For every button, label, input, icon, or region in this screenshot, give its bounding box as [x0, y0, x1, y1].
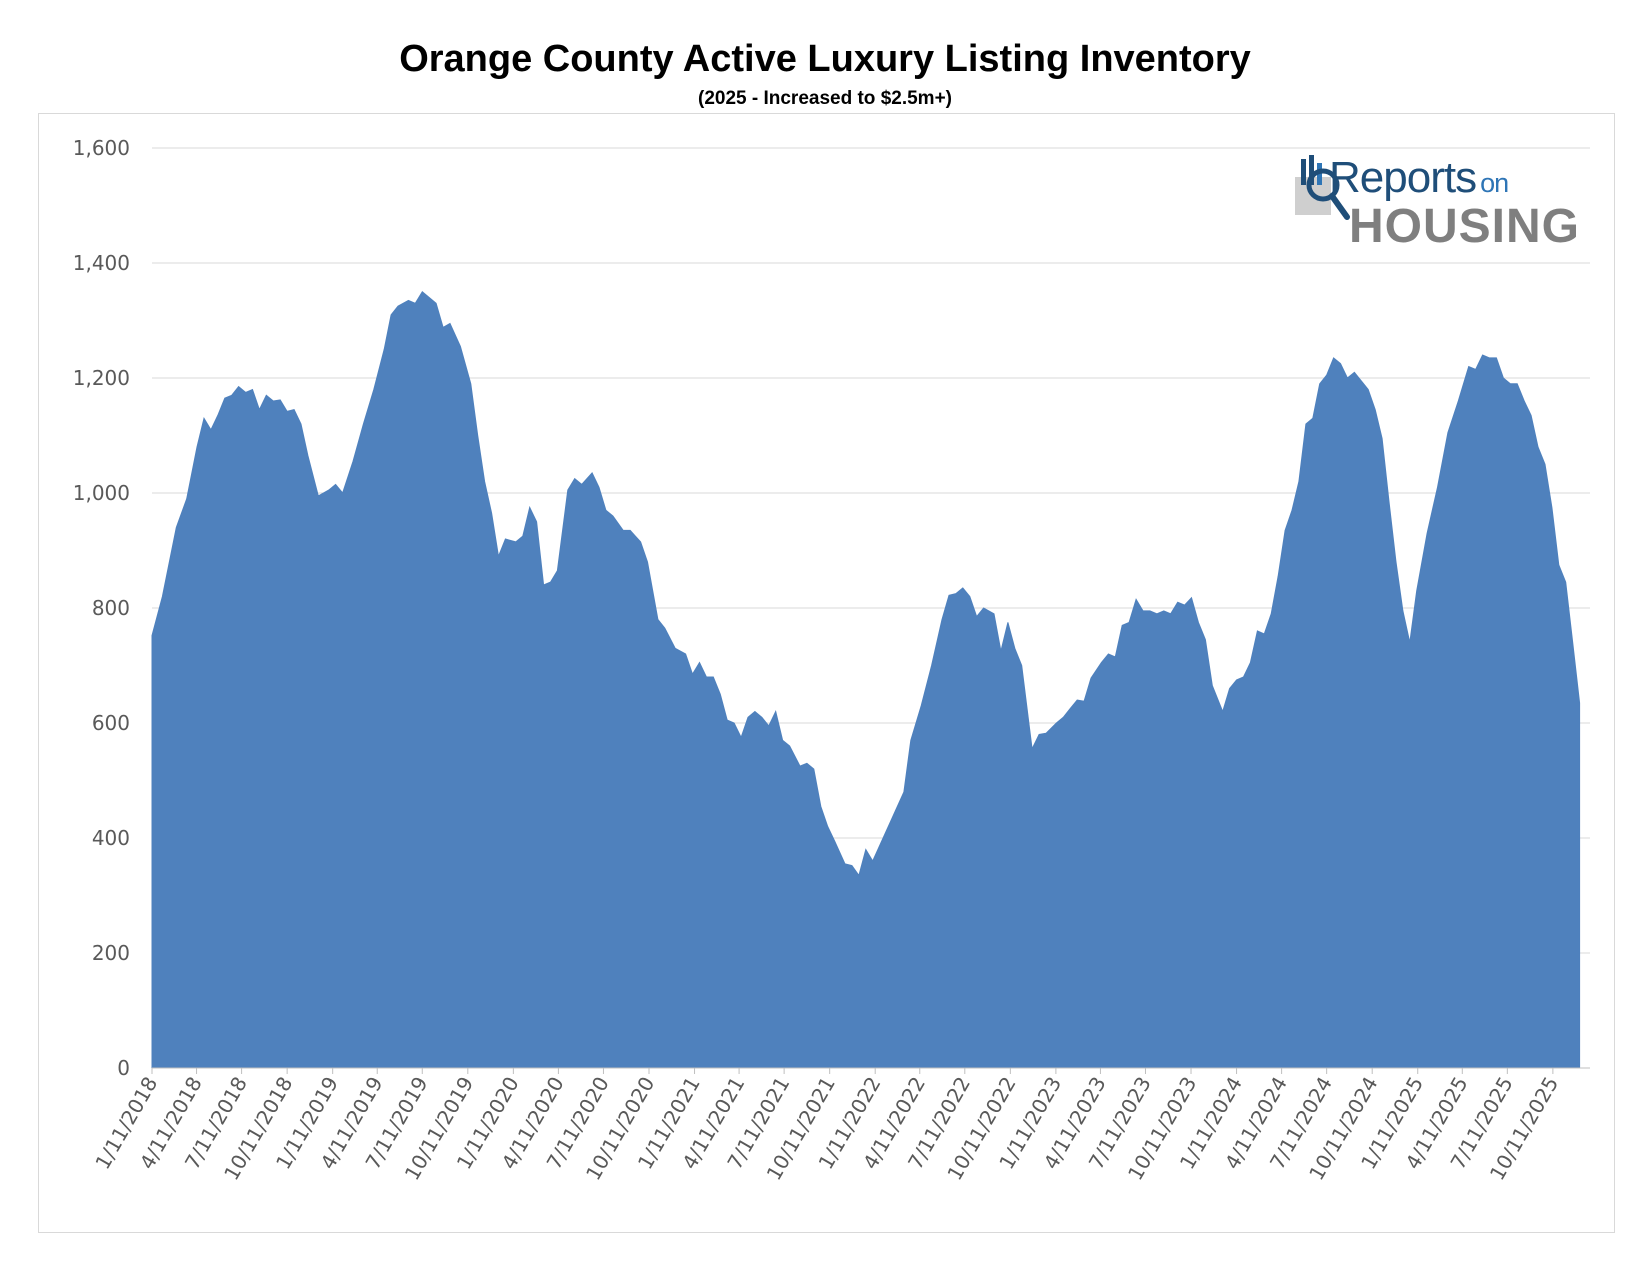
- y-tick-label: 1,200: [73, 366, 130, 390]
- reports-on-housing-logo: Reports on HOUSING: [1295, 153, 1579, 253]
- chart-subtitle: (2025 - Increased to $2.5m+): [698, 88, 952, 109]
- y-axis-tick-labels: 0 200 400 600 800 1,000 1,200 1,400 1,600: [73, 136, 130, 1080]
- chart-frame: [38, 113, 1615, 1233]
- y-tick-label: 1,000: [73, 481, 130, 505]
- x-axis: [151, 1067, 1590, 1074]
- area-series: [151, 291, 1581, 1069]
- y-tick-label: 600: [92, 711, 130, 735]
- y-tick-label: 400: [92, 826, 130, 850]
- magnifier-icon: [1295, 155, 1350, 220]
- chart-title: Orange County Active Luxury Listing Inve…: [399, 38, 1251, 80]
- y-tick-label: 0: [117, 1056, 130, 1080]
- logo-reports-text: Reports on: [1329, 153, 1509, 202]
- y-tick-label: 200: [92, 941, 130, 965]
- y-tick-label: 800: [92, 596, 130, 620]
- logo-housing-text: HOUSING: [1349, 200, 1581, 253]
- y-tick-label: 1,600: [73, 136, 130, 160]
- series-area: [151, 291, 1581, 1069]
- y-tick-label: 1,400: [73, 251, 130, 275]
- x-axis-tick-labels: 1/11/20184/11/20187/11/201810/11/20181/1…: [90, 1073, 1563, 1185]
